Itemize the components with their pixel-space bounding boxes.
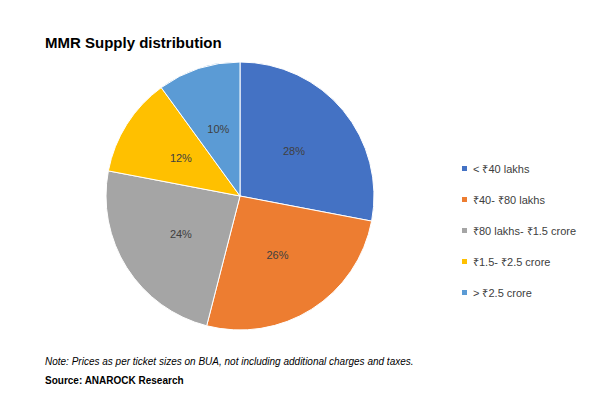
svg-text:> ₹2.5 crore: > ₹2.5 crore (473, 287, 532, 299)
svg-text:Source: ANAROCK Research: Source: ANAROCK Research (45, 375, 184, 386)
svg-text:₹80 lakhs- ₹1.5 crore: ₹80 lakhs- ₹1.5 crore (473, 225, 576, 237)
svg-text:MMR Supply distribution: MMR Supply distribution (45, 34, 222, 51)
svg-text:28%: 28% (283, 145, 305, 157)
svg-text:Note: Prices as per ticket siz: Note: Prices as per ticket sizes on BUA,… (45, 356, 414, 367)
svg-text:24%: 24% (170, 228, 192, 240)
svg-text:10%: 10% (207, 123, 229, 135)
svg-text:12%: 12% (170, 152, 192, 164)
svg-text:₹40- ₹80 lakhs: ₹40- ₹80 lakhs (473, 194, 545, 206)
svg-text:₹1.5- ₹2.5 crore: ₹1.5- ₹2.5 crore (473, 256, 550, 268)
svg-text:26%: 26% (266, 249, 288, 261)
svg-text:< ₹40 lakhs: < ₹40 lakhs (473, 163, 530, 175)
